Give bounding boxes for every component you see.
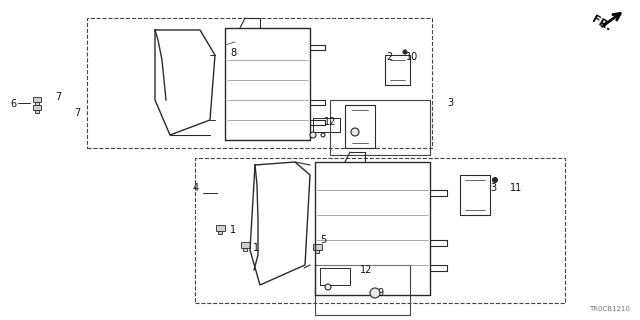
Text: 7: 7: [74, 108, 80, 118]
Text: FR.: FR.: [590, 14, 612, 34]
Circle shape: [321, 133, 325, 137]
Text: 2: 2: [386, 52, 392, 62]
Text: 10: 10: [406, 52, 419, 62]
Circle shape: [493, 178, 497, 182]
Text: 3: 3: [490, 183, 496, 193]
Bar: [87, 18, 432, 148]
Text: 7: 7: [55, 92, 61, 102]
Text: 3: 3: [447, 98, 453, 108]
Bar: [243, 248, 247, 251]
Bar: [33, 97, 41, 102]
Text: 1: 1: [253, 243, 259, 253]
Text: 9: 9: [377, 288, 383, 298]
Circle shape: [370, 288, 380, 298]
Text: 5: 5: [320, 235, 326, 245]
Bar: [33, 105, 41, 110]
Text: 11: 11: [510, 183, 522, 193]
Text: 4: 4: [193, 183, 199, 193]
Bar: [241, 242, 250, 248]
Text: 1: 1: [230, 225, 236, 235]
Circle shape: [351, 128, 359, 136]
Bar: [216, 225, 225, 231]
Circle shape: [325, 284, 331, 290]
Text: TR0CB1210: TR0CB1210: [589, 306, 630, 312]
Bar: [35, 110, 39, 113]
Bar: [330, 100, 430, 155]
Text: 9: 9: [352, 128, 358, 138]
Circle shape: [310, 132, 316, 138]
Bar: [313, 244, 322, 250]
Bar: [195, 158, 565, 303]
Text: 6: 6: [10, 99, 16, 109]
Bar: [315, 250, 319, 253]
Text: 12: 12: [324, 117, 337, 127]
Circle shape: [403, 50, 407, 54]
Text: 12: 12: [360, 265, 372, 275]
Bar: [315, 265, 410, 315]
Bar: [35, 102, 39, 105]
Bar: [218, 231, 222, 234]
Text: 8: 8: [230, 48, 236, 58]
